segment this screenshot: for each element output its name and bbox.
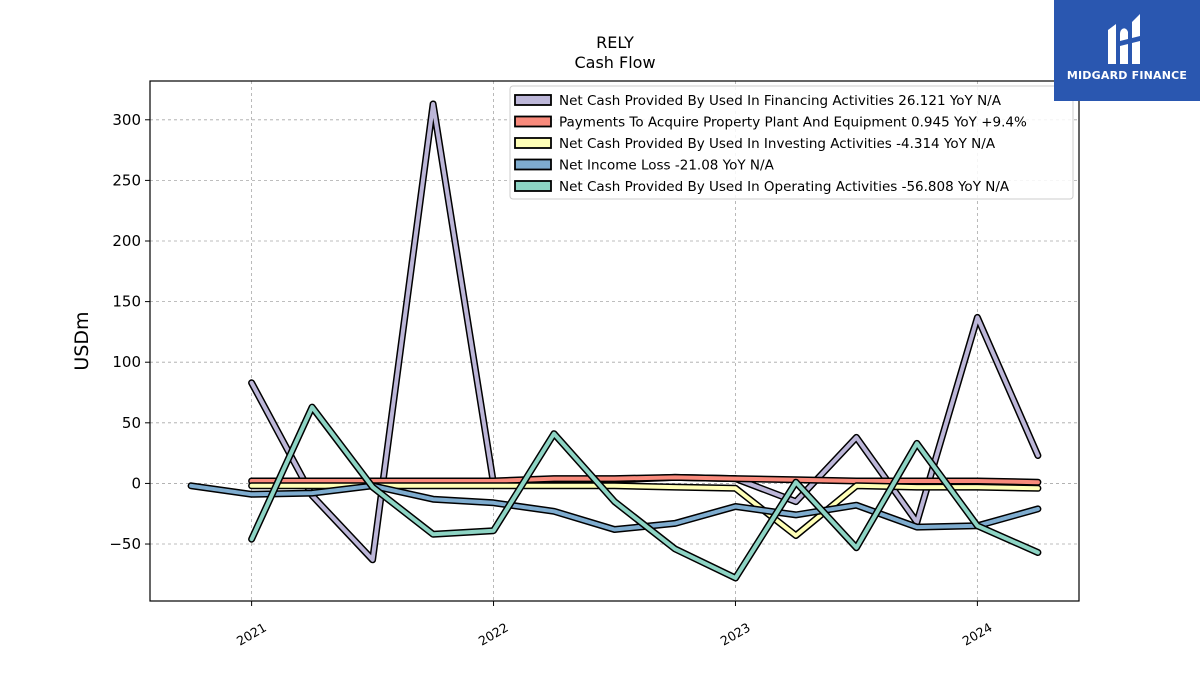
logo-mark-icon — [1108, 14, 1140, 64]
legend-label: Net Income Loss -21.08 YoY N/A — [559, 158, 775, 174]
series-lines — [187, 100, 1042, 582]
x-tick-label: 2023 — [718, 620, 753, 649]
y-axis-ticks: −50 0 50 100 150 200 250 300 — [109, 111, 150, 553]
y-tick-label: 100 — [112, 353, 141, 371]
logo-text: MIDGARD FINANCE — [1066, 69, 1188, 82]
legend-label: Payments To Acquire Property Plant And E… — [559, 115, 1027, 131]
y-tick-label: 250 — [112, 171, 141, 189]
y-axis-label: USDm — [71, 311, 93, 370]
series-line — [249, 475, 1040, 485]
legend-box — [509, 85, 1074, 200]
chart-title: RELY — [596, 33, 634, 52]
legend-swatch — [514, 115, 552, 128]
legend-swatch — [514, 158, 552, 171]
y-tick-label: 150 — [112, 293, 141, 311]
legend-label: Net Cash Provided By Used In Investing A… — [559, 136, 996, 152]
series-line — [189, 483, 1040, 532]
x-tick-label: 2024 — [960, 620, 995, 649]
y-tick-label: −50 — [109, 535, 141, 553]
y-tick-label: 200 — [112, 232, 141, 250]
y-tick-label: 0 — [131, 474, 141, 492]
legend-label: Net Cash Provided By Used In Operating A… — [559, 179, 1010, 195]
legend-entry: Net Cash Provided By Used In Financing A… — [514, 93, 1002, 109]
legend-entry: Net Income Loss -21.08 YoY N/A — [514, 158, 775, 174]
series-2 — [248, 473, 1042, 486]
legend-swatch — [514, 180, 552, 192]
legend-entry: Payments To Acquire Property Plant And E… — [514, 115, 1027, 131]
series-line — [249, 405, 1040, 580]
x-axis-ticks: 2021 2022 2023 2024 — [234, 601, 995, 649]
series-5 — [248, 403, 1042, 582]
y-tick-label: 300 — [112, 111, 141, 129]
y-tick-label: 50 — [122, 414, 141, 432]
legend-entries: Net Cash Provided By Used In Financing A… — [514, 93, 1027, 195]
legend-swatch — [514, 137, 552, 149]
plot-frame — [149, 80, 1080, 602]
legend-entry: Net Cash Provided By Used In Investing A… — [514, 136, 996, 152]
midgard-finance-logo: MIDGARD FINANCE — [1054, 0, 1200, 101]
legend-swatch — [514, 94, 552, 106]
chart-subtitle: Cash Flow — [574, 53, 655, 72]
series-4 — [187, 482, 1042, 533]
legend: Net Cash Provided By Used In Financing A… — [509, 85, 1074, 200]
legend-entry: Net Cash Provided By Used In Operating A… — [514, 179, 1010, 195]
legend-label: Net Cash Provided By Used In Financing A… — [559, 93, 1002, 109]
x-tick-label: 2021 — [234, 620, 269, 649]
x-tick-label: 2022 — [476, 620, 511, 649]
